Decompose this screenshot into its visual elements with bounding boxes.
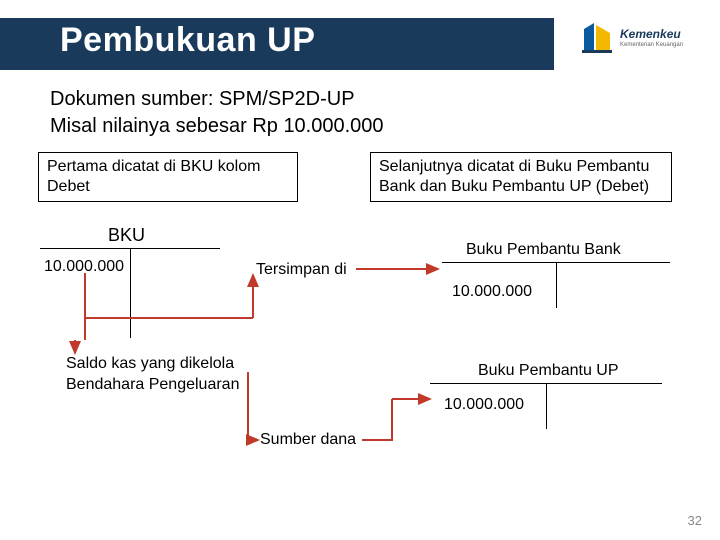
bpb-title: Buku Pembantu Bank	[466, 241, 621, 259]
bpu-vline	[546, 383, 547, 429]
bku-vline	[130, 248, 131, 338]
kemenkeu-logo: Kemenkeu Kementerian Keuangan	[580, 8, 700, 68]
logo-line1: Kemenkeu	[620, 28, 683, 40]
bpb-value: 10.000.000	[452, 283, 532, 301]
intro-line2: Misal nilainya sebesar Rp 10.000.000	[50, 113, 670, 140]
intro-text: Dokumen sumber: SPM/SP2D-UP Misal nilain…	[50, 86, 670, 140]
bpb-vline	[556, 262, 557, 308]
slide-title: Pembukuan UP	[60, 21, 315, 60]
page-number: 32	[688, 513, 702, 528]
intro-line1: Dokumen sumber: SPM/SP2D-UP	[50, 86, 670, 113]
logo-text: Kemenkeu Kementerian Keuangan	[620, 28, 683, 48]
bpu-value: 10.000.000	[444, 396, 524, 414]
note-box-left: Pertama dicatat di BKU kolom Debet	[38, 152, 298, 202]
saldo-line2: Bendahara Pengeluaran	[66, 375, 239, 396]
tersimpan-label: Tersimpan di	[256, 261, 347, 279]
bku-value: 10.000.000	[44, 258, 124, 276]
note-box-right: Selanjutnya dicatat di Buku Pembantu Ban…	[370, 152, 672, 202]
logo-mark-icon	[580, 21, 614, 55]
logo-line2: Kementerian Keuangan	[620, 42, 683, 48]
bku-title: BKU	[108, 225, 145, 246]
saldo-text: Saldo kas yang dikelola Bendahara Pengel…	[66, 354, 239, 396]
saldo-line1: Saldo kas yang dikelola	[66, 354, 239, 375]
bpu-title: Buku Pembantu UP	[478, 362, 619, 380]
sumber-label: Sumber dana	[260, 431, 356, 449]
